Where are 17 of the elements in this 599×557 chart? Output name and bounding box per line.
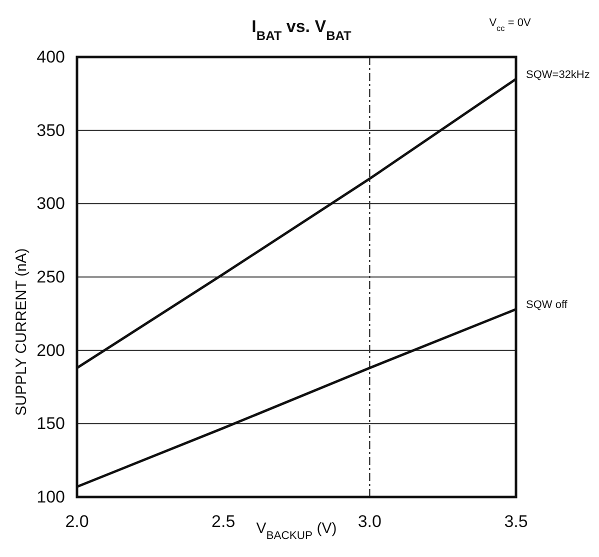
- text: V$_{cc}$ = 0V: [489, 17, 532, 32]
- y-tick-label: 250: [36, 267, 65, 286]
- x-tick-label: 2.5: [212, 512, 236, 532]
- y-tick-label: 150: [36, 414, 65, 434]
- y-axis-title: SUPPLY CURRENT (nA): [13, 248, 30, 416]
- series-label: SQW off: [526, 299, 568, 312]
- y-tick-label: 400: [36, 47, 65, 66]
- x-axis-title: V$_{BACKUP}$ (V): [256, 520, 337, 542]
- y-tick-label: 350: [36, 120, 65, 140]
- y-tick-label: 300: [36, 194, 65, 214]
- x-tick-label: 2.0: [65, 512, 89, 532]
- x-tick-label: 3.0: [358, 512, 382, 532]
- y-tick-label: 200: [36, 340, 65, 360]
- x-tick-label: 3.5: [504, 512, 528, 532]
- chart-title: I$_{BAT}$ vs. V$_{BAT}$: [252, 17, 352, 42]
- y-tick-label: 100: [36, 487, 65, 506]
- series-label: SQW=32kHz: [526, 68, 590, 81]
